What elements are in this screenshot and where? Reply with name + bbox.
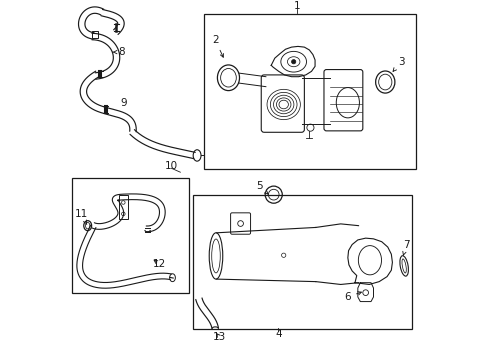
- Bar: [192, 195, 411, 329]
- Text: 1: 1: [293, 1, 300, 12]
- Bar: [119, 195, 128, 219]
- Bar: [92, 31, 98, 38]
- Text: 7: 7: [402, 239, 409, 255]
- Text: 11: 11: [75, 209, 88, 224]
- Bar: [203, 14, 415, 168]
- Text: 12: 12: [152, 259, 165, 269]
- Text: 2: 2: [211, 35, 223, 57]
- Text: 4: 4: [274, 329, 281, 339]
- Circle shape: [291, 60, 295, 64]
- Text: 8: 8: [112, 47, 124, 57]
- Text: 3: 3: [392, 57, 404, 71]
- Text: 5: 5: [256, 181, 267, 194]
- Text: 9: 9: [121, 98, 127, 108]
- Bar: [72, 177, 189, 293]
- Text: 6: 6: [344, 292, 361, 302]
- Text: 10: 10: [164, 161, 178, 171]
- Text: 13: 13: [212, 332, 226, 342]
